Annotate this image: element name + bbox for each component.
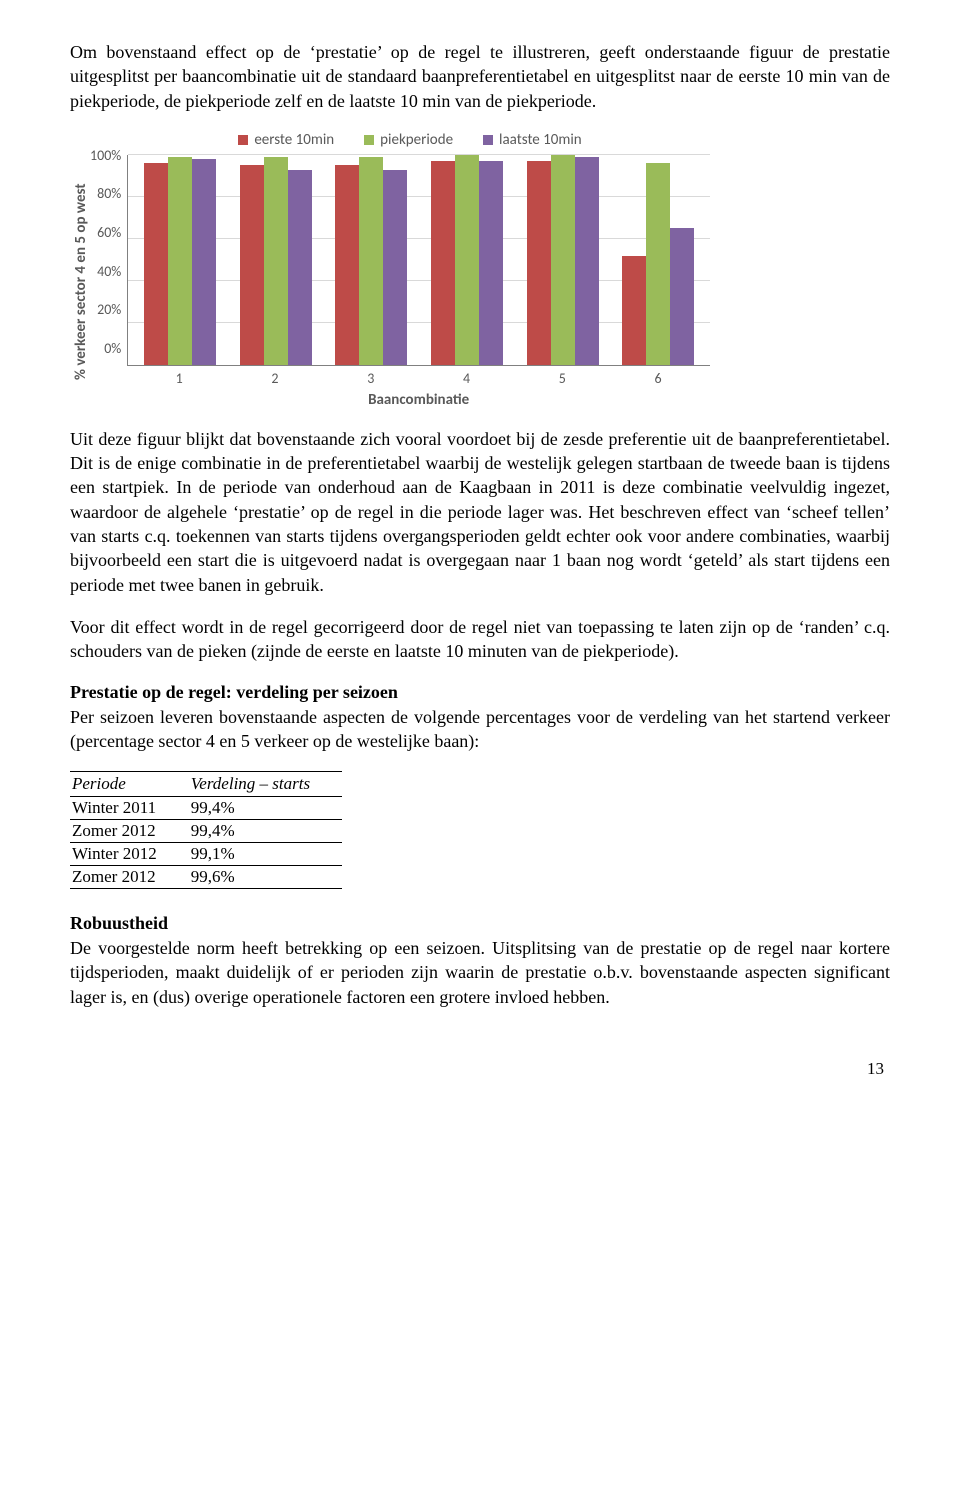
analysis-paragraph-2: Voor dit effect wordt in de regel gecorr… bbox=[70, 615, 890, 664]
y-tick-label: 80% bbox=[97, 185, 121, 202]
bar bbox=[646, 163, 670, 365]
x-axis-title: Baancombinatie bbox=[127, 391, 710, 409]
chart-legend: eerste 10min piekperiode laatste 10min bbox=[110, 131, 710, 149]
bar bbox=[431, 161, 455, 365]
table-cell: 99,4% bbox=[189, 797, 342, 820]
table-cell: 99,4% bbox=[189, 820, 342, 843]
y-tick-label: 60% bbox=[97, 224, 121, 241]
section-heading-robuustheid: Robuustheid bbox=[70, 913, 890, 934]
bar bbox=[575, 157, 599, 365]
x-tick-label: 1 bbox=[143, 370, 215, 387]
bar bbox=[240, 165, 264, 365]
table-row: Winter 201299,1% bbox=[70, 843, 342, 866]
bar bbox=[551, 155, 575, 365]
bar-group bbox=[527, 155, 599, 365]
bar bbox=[335, 165, 359, 365]
analysis-paragraph-1: Uit deze figuur blijkt dat bovenstaande … bbox=[70, 427, 890, 597]
y-tick-label: 20% bbox=[97, 301, 121, 318]
bar-group bbox=[335, 157, 407, 365]
table-cell: Winter 2012 bbox=[70, 843, 189, 866]
legend-item: eerste 10min bbox=[238, 131, 334, 149]
legend-label: eerste 10min bbox=[254, 131, 334, 149]
x-tick-label: 5 bbox=[526, 370, 598, 387]
bar bbox=[192, 159, 216, 365]
table-cell: Zomer 2012 bbox=[70, 866, 189, 889]
table-cell: 99,1% bbox=[189, 843, 342, 866]
page-number: 13 bbox=[70, 1059, 890, 1079]
table-cell: Winter 2011 bbox=[70, 797, 189, 820]
legend-item: laatste 10min bbox=[483, 131, 582, 149]
bar bbox=[527, 161, 551, 365]
bar-group bbox=[431, 155, 503, 365]
verdeling-table: PeriodeVerdeling – starts Winter 201199,… bbox=[70, 771, 342, 889]
table-header-cell: Verdeling – starts bbox=[189, 772, 342, 797]
y-axis-ticks: 100% 80% 60% 40% 20% 0% bbox=[90, 147, 127, 357]
table-cell: Zomer 2012 bbox=[70, 820, 189, 843]
y-tick-label: 100% bbox=[90, 147, 121, 164]
y-axis-title: % verkeer sector 4 en 5 op west bbox=[70, 155, 90, 409]
x-tick-label: 2 bbox=[239, 370, 311, 387]
table-row: Winter 201199,4% bbox=[70, 797, 342, 820]
bar bbox=[264, 157, 288, 365]
legend-label: laatste 10min bbox=[499, 131, 582, 149]
robuustheid-paragraph: De voorgestelde norm heeft betrekking op… bbox=[70, 936, 890, 1009]
bar bbox=[383, 170, 407, 365]
bar-group bbox=[622, 163, 694, 365]
legend-swatch bbox=[364, 135, 374, 145]
bar-group bbox=[240, 157, 312, 365]
y-tick-label: 40% bbox=[97, 263, 121, 280]
gridline bbox=[128, 154, 710, 155]
y-tick-label: 0% bbox=[104, 340, 121, 357]
legend-label: piekperiode bbox=[380, 131, 453, 149]
legend-swatch bbox=[238, 135, 248, 145]
bar-group bbox=[144, 157, 216, 365]
bar bbox=[144, 163, 168, 365]
bar bbox=[288, 170, 312, 365]
intro-paragraph: Om bovenstaand effect op de ‘prestatie’ … bbox=[70, 40, 890, 113]
x-tick-label: 3 bbox=[335, 370, 407, 387]
bar bbox=[359, 157, 383, 365]
intro-table-paragraph: Per seizoen leveren bovenstaande aspecte… bbox=[70, 705, 890, 754]
x-axis-ticks: 1 2 3 4 5 6 bbox=[127, 370, 710, 387]
x-tick-label: 4 bbox=[431, 370, 503, 387]
document-page: Om bovenstaand effect op de ‘prestatie’ … bbox=[0, 0, 960, 1109]
table-row: Zomer 201299,6% bbox=[70, 866, 342, 889]
table-header-cell: Periode bbox=[70, 772, 189, 797]
table-row: Zomer 201299,4% bbox=[70, 820, 342, 843]
x-tick-label: 6 bbox=[622, 370, 694, 387]
section-heading-verdeling: Prestatie op de regel: verdeling per sei… bbox=[70, 682, 890, 703]
legend-item: piekperiode bbox=[364, 131, 453, 149]
prestatie-chart: eerste 10min piekperiode laatste 10min % v… bbox=[70, 131, 710, 409]
bar bbox=[670, 228, 694, 365]
bar bbox=[479, 161, 503, 365]
bar bbox=[168, 157, 192, 365]
bar bbox=[455, 155, 479, 365]
chart-plot-area bbox=[127, 155, 710, 366]
bar bbox=[622, 256, 646, 365]
legend-swatch bbox=[483, 135, 493, 145]
table-cell: 99,6% bbox=[189, 866, 342, 889]
